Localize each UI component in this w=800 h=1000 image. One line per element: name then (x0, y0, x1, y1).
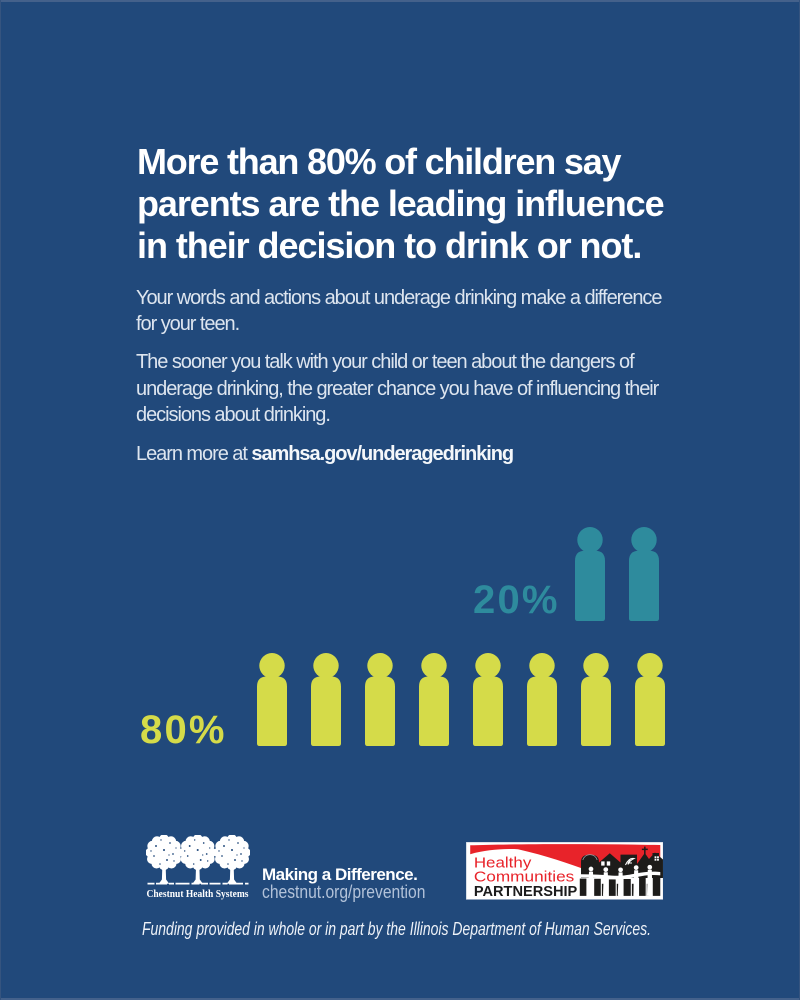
svg-text:PARTNERSHIP: PARTNERSHIP (474, 883, 577, 899)
svg-text:Chestnut Health Systems: Chestnut Health Systems (147, 889, 249, 900)
svg-text:Communities: Communities (474, 869, 575, 886)
svg-text:Healthy: Healthy (474, 855, 532, 872)
